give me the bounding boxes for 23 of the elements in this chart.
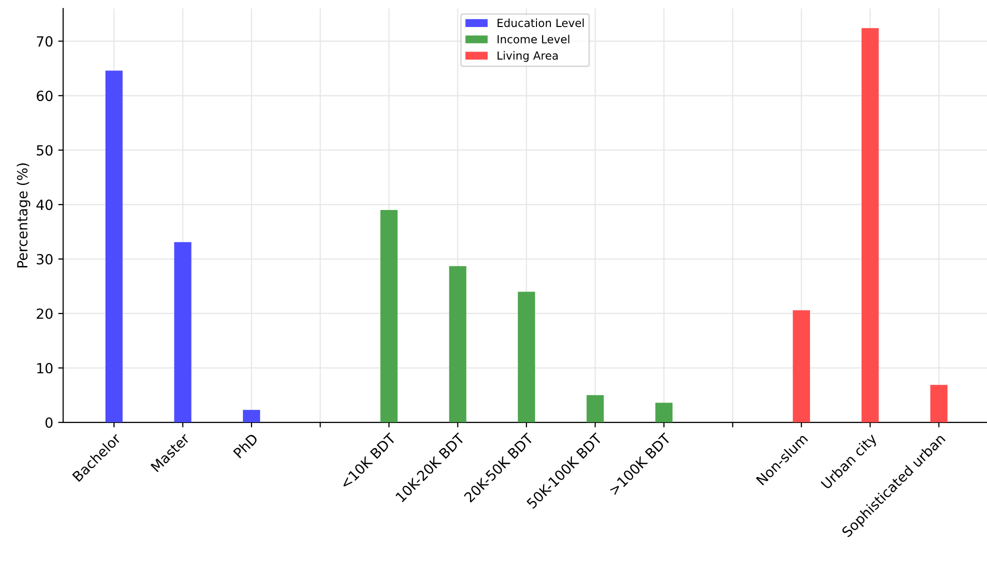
bar	[518, 292, 536, 422]
y-axis-title: Percentage (%)	[16, 163, 30, 268]
bar	[174, 242, 192, 422]
y-tick-label: 30	[36, 254, 53, 265]
y-tick-label: 0	[46, 417, 53, 428]
legend-label: Income Level	[498, 34, 570, 44]
bar	[862, 28, 879, 422]
y-tick-label: 60	[36, 90, 53, 102]
y-tick-label: 40	[36, 200, 53, 210]
bar	[380, 210, 398, 422]
bar	[449, 266, 466, 422]
bar	[105, 70, 123, 422]
legend-label: Living Area	[498, 51, 558, 62]
bar	[792, 310, 810, 422]
y-tick-label: 20	[36, 308, 53, 319]
bar	[586, 395, 604, 422]
y-tick-label: 50	[36, 145, 53, 156]
y-tick-label: 70	[36, 36, 53, 47]
bar	[930, 384, 948, 422]
legend-label: Education Level	[498, 18, 584, 28]
bar	[655, 402, 673, 422]
y-tick-label: 10	[37, 362, 53, 374]
bar	[242, 410, 260, 422]
